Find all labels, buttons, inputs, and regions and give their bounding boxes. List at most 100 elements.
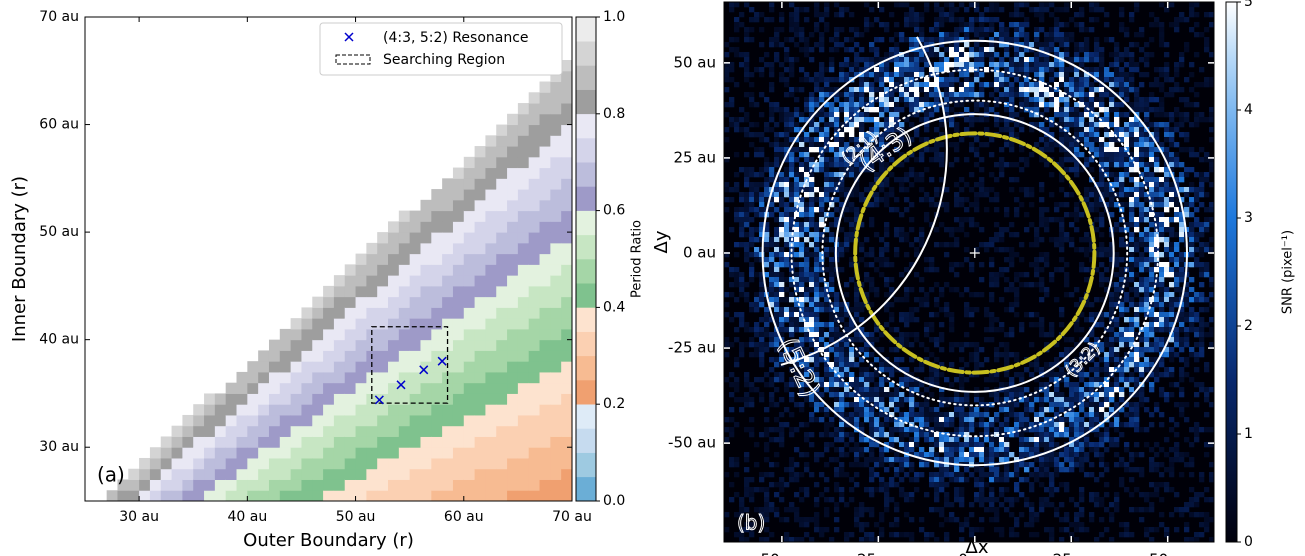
snr-pixel bbox=[1174, 192, 1180, 198]
heatmap-cell bbox=[452, 339, 465, 351]
snr-pixel bbox=[1189, 292, 1195, 298]
heatmap-cell bbox=[388, 253, 400, 265]
snr-pixel bbox=[749, 167, 755, 173]
snr-pixel bbox=[914, 252, 920, 258]
heatmap-cell bbox=[561, 307, 573, 319]
snr-pixel bbox=[1074, 107, 1080, 113]
snr-pixel bbox=[1019, 157, 1025, 163]
snr-pixel bbox=[994, 82, 1000, 88]
snr-pixel bbox=[964, 77, 970, 83]
snr-pixel bbox=[864, 17, 870, 23]
snr-pixel bbox=[1159, 82, 1165, 88]
snr-pixel bbox=[859, 307, 865, 313]
snr-pixel bbox=[794, 327, 800, 333]
heatmap-cell bbox=[388, 361, 400, 373]
snr-pixel bbox=[944, 102, 950, 108]
snr-pixel bbox=[819, 42, 825, 48]
heatmap-cell bbox=[517, 414, 530, 427]
heatmap-cell bbox=[550, 167, 562, 179]
snr-pixel bbox=[1179, 347, 1185, 353]
snr-pixel bbox=[1119, 272, 1125, 278]
snr-pixel bbox=[789, 327, 795, 333]
snr-pixel bbox=[814, 42, 820, 48]
snr-pixel bbox=[969, 372, 975, 378]
snr-pixel bbox=[789, 282, 795, 288]
snr-pixel bbox=[984, 187, 990, 193]
snr-pixel bbox=[839, 302, 845, 308]
snr-pixel bbox=[794, 7, 800, 13]
snr-pixel bbox=[769, 72, 775, 78]
snr-pixel bbox=[1139, 82, 1145, 88]
snr-pixel bbox=[904, 102, 910, 108]
heatmap-cell bbox=[398, 275, 411, 287]
snr-pixel bbox=[969, 17, 975, 23]
snr-pixel bbox=[1094, 252, 1100, 258]
snr-pixel bbox=[1124, 227, 1130, 233]
snr-pixel bbox=[1069, 337, 1075, 343]
snr-pixel bbox=[1014, 357, 1020, 363]
snr-pixel bbox=[1154, 367, 1160, 373]
snr-pixel bbox=[1134, 217, 1140, 223]
snr-pixel bbox=[969, 2, 975, 8]
snr-pixel bbox=[1199, 112, 1205, 118]
snr-pixel bbox=[1089, 87, 1095, 93]
snr-pixel bbox=[1064, 52, 1070, 58]
heatmap-cell bbox=[377, 296, 389, 308]
snr-pixel bbox=[774, 282, 780, 288]
snr-pixel bbox=[1134, 7, 1140, 13]
snr-pixel bbox=[954, 262, 960, 268]
snr-pixel bbox=[1129, 157, 1135, 163]
heatmap-cell bbox=[517, 447, 530, 459]
snr-pixel bbox=[769, 257, 775, 263]
snr-pixel bbox=[1099, 7, 1105, 13]
snr-pixel bbox=[794, 27, 800, 33]
heatmap-cell bbox=[507, 285, 519, 298]
snr-pixel bbox=[949, 312, 955, 318]
snr-pixel bbox=[1129, 297, 1135, 303]
colorbar-label: Period Ratio bbox=[630, 220, 645, 298]
snr-pixel bbox=[879, 157, 885, 163]
snr-pixel bbox=[844, 87, 850, 93]
snr-pixel bbox=[1019, 117, 1025, 123]
snr-pixel bbox=[1194, 92, 1200, 98]
snr-pixel bbox=[1079, 167, 1085, 173]
heatmap-cell bbox=[279, 436, 292, 448]
snr-pixel bbox=[1009, 332, 1015, 338]
snr-pixel bbox=[1199, 272, 1205, 278]
snr-pixel bbox=[1034, 67, 1040, 73]
snr-pixel bbox=[774, 297, 780, 303]
snr-pixel bbox=[1089, 242, 1095, 248]
snr-pixel bbox=[1174, 207, 1180, 213]
heatmap-cell bbox=[485, 479, 497, 491]
snr-pixel bbox=[1004, 77, 1010, 83]
snr-pixel bbox=[1194, 217, 1200, 223]
heatmap-cell bbox=[517, 264, 530, 276]
heatmap-cell bbox=[420, 296, 432, 308]
snr-pixel bbox=[1159, 27, 1165, 33]
snr-pixel bbox=[974, 307, 980, 313]
heatmap-cell bbox=[409, 382, 421, 394]
snr-pixel bbox=[874, 192, 880, 198]
heatmap-cell bbox=[517, 457, 530, 470]
snr-pixel bbox=[1209, 77, 1214, 83]
snr-pixel bbox=[1119, 217, 1125, 223]
snr-pixel bbox=[859, 372, 865, 378]
snr-pixel bbox=[959, 292, 965, 298]
snr-pixel bbox=[1119, 267, 1125, 273]
snr-pixel bbox=[974, 342, 980, 348]
snr-pixel bbox=[824, 197, 830, 203]
snr-pixel bbox=[1174, 62, 1180, 68]
snr-pixel bbox=[1039, 257, 1045, 263]
snr-pixel bbox=[1084, 82, 1090, 88]
snr-pixel bbox=[844, 162, 850, 168]
snr-pixel bbox=[894, 112, 900, 118]
snr-image bbox=[724, 2, 1214, 542]
heatmap-cell bbox=[377, 285, 389, 298]
snr-pixel bbox=[1124, 297, 1130, 303]
snr-pixel bbox=[974, 17, 980, 23]
heatmap-cell bbox=[398, 468, 411, 480]
snr-pixel bbox=[1184, 137, 1190, 143]
snr-pixel bbox=[939, 37, 945, 43]
heatmap-cell bbox=[528, 425, 541, 437]
heatmap-cell bbox=[474, 199, 486, 212]
